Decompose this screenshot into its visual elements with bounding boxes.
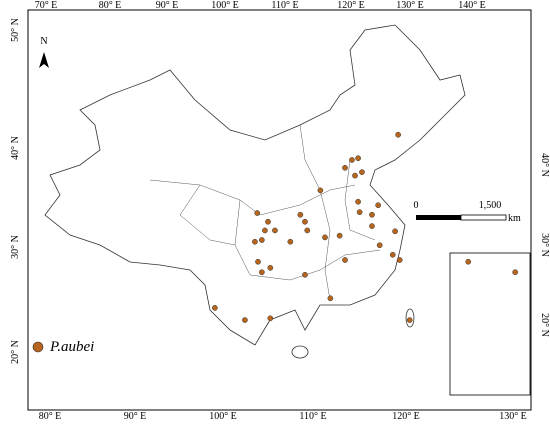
occurrence-point [242,317,248,323]
occurrence-point [389,251,396,258]
occurrence-point [392,228,398,235]
left-label: 50° N [10,18,21,42]
right-label: 20° N [539,313,550,337]
legend-marker [32,341,44,353]
right-label: 40° N [539,153,550,177]
legend-label: P.aubei [49,339,94,355]
occurrence-point [465,258,472,265]
left-label: 40° N [10,136,21,160]
occurrence-point [322,234,328,241]
occurrence-point [259,269,265,276]
map-frame [27,9,532,411]
occurrence-point [267,315,274,322]
scale-white [460,214,507,221]
occurrence-point [267,264,274,271]
bottom-label: 90° E [124,411,147,420]
top-label: 90° E [156,0,179,11]
north-arrow-shape [39,52,49,68]
occurrence-point [302,218,308,225]
scale-distance: 1,500 [479,200,502,211]
occurrence-point [395,131,401,138]
occurrence-point [212,305,218,311]
occurrence-point [359,169,365,175]
occurrence-point [342,257,348,263]
occurrence-point [336,232,343,239]
top-label: 130° E [396,0,424,11]
occurrence-point [355,198,361,205]
occurrence-point [287,238,294,245]
bottom-label: 110° E [299,411,326,420]
occurrence-point [406,317,413,323]
top-label: 140° E [458,0,486,11]
occurrence-point [255,258,261,265]
china-outline [44,24,466,346]
top-label: 100° E [211,0,239,11]
bottom-label: 120° E [392,411,420,420]
occurrence-point [355,155,361,162]
scale-zero: 0 [414,200,419,211]
occurrence-point [262,227,268,234]
occurrence-point [302,271,308,278]
occurrence-point [254,210,261,216]
scale-bar: 0 1,500 km [414,200,522,224]
left-label: 30° N [10,235,21,259]
occurrence-point [369,223,375,229]
occurrence-point [317,187,324,194]
top-label: 80° E [99,0,122,11]
top-label: 110° E [271,0,298,11]
occurrence-point [369,211,375,218]
occurrence-point [342,164,348,171]
occurrence-point [297,211,304,218]
occurrence-point [304,227,311,234]
top-label: 70° E [35,0,58,11]
occurrence-point [349,157,355,163]
occurrence-point [252,238,258,245]
inset-frame [449,252,531,396]
occurrence-point [376,242,383,249]
occurrence-point [259,237,265,243]
top-label: 120° E [337,0,365,11]
occurrence-point [327,295,334,302]
occurrence-point [396,257,403,263]
occurrence-point [265,218,271,225]
occurrence-point [375,202,381,209]
occurrence-point [272,227,278,234]
bottom-label: 80° E [39,411,62,420]
occurrence-point [512,269,519,276]
province-lines [149,124,381,301]
occurrence-point [352,172,358,179]
scale-unit: km [508,213,521,224]
left-label: 20° N [10,340,21,364]
north-label: N [40,36,47,47]
hainan [291,345,309,359]
north-arrow: N [39,36,49,68]
right-label: 30° N [539,233,550,257]
scale-black [416,215,461,220]
occurrence-point [356,209,363,216]
bottom-label: 100° E [209,411,237,420]
bottom-label: 130° E [499,411,527,420]
